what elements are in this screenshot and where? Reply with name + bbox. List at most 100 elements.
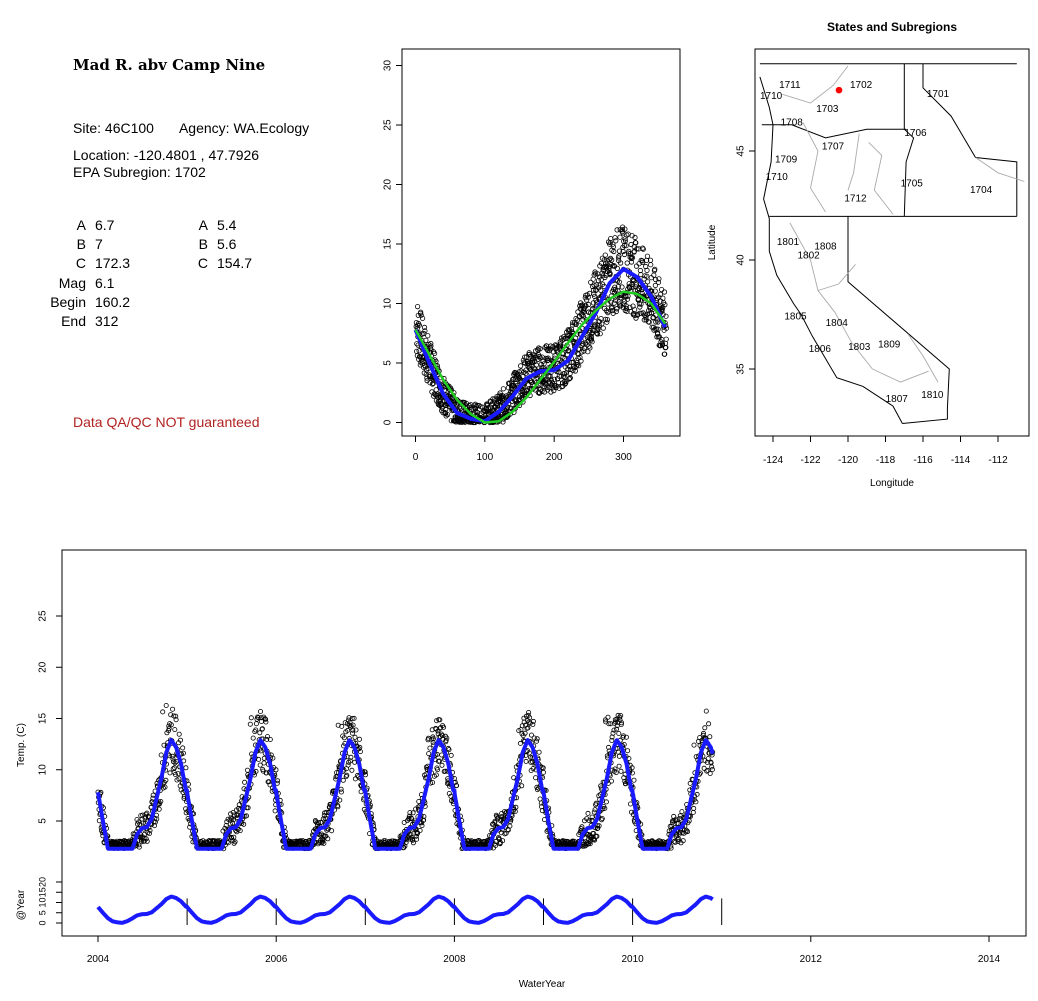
data-point	[492, 403, 499, 409]
data-point	[655, 326, 661, 332]
data-point	[422, 328, 428, 334]
data-point	[176, 731, 182, 737]
region-label: 1706	[904, 128, 927, 139]
region-label: 1803	[848, 342, 871, 353]
data-point	[629, 770, 635, 776]
data-point	[589, 330, 595, 337]
data-point	[679, 809, 685, 815]
data-point	[255, 714, 261, 720]
subregion-border	[868, 141, 894, 215]
data-point	[410, 840, 416, 846]
data-point	[610, 730, 616, 736]
data-point	[625, 293, 631, 299]
data-point	[607, 270, 613, 277]
data-point	[618, 295, 625, 301]
state-border	[847, 216, 950, 424]
data-point	[613, 238, 619, 244]
data-point	[693, 799, 699, 805]
data-point	[606, 744, 612, 750]
timeseries-x-label: WaterYear	[519, 979, 566, 990]
data-point	[583, 297, 590, 303]
region-label: 1802	[798, 250, 821, 261]
data-point	[537, 346, 543, 352]
y-tick-label: 10	[383, 298, 394, 310]
data-point	[519, 783, 525, 789]
data-point	[608, 299, 614, 305]
data-point	[612, 287, 619, 293]
lat-tick-label: 45	[736, 145, 747, 157]
data-point	[621, 733, 627, 739]
data-point	[644, 267, 650, 273]
data-point	[503, 408, 509, 414]
data-point	[675, 837, 681, 843]
data-point	[614, 265, 620, 271]
data-point	[615, 255, 622, 261]
data-point	[590, 287, 597, 293]
data-point	[270, 755, 276, 761]
data-point	[403, 840, 409, 846]
data-point	[345, 762, 351, 768]
data-point	[602, 316, 609, 322]
data-point	[609, 257, 615, 263]
data-point	[614, 227, 620, 233]
data-point	[474, 402, 480, 409]
data-point	[634, 246, 640, 252]
data-point	[340, 777, 346, 783]
data-point	[702, 725, 708, 731]
data-point	[620, 248, 626, 255]
region-label: 1805	[784, 311, 807, 322]
data-point	[500, 838, 506, 844]
data-point	[706, 721, 712, 727]
data-point	[523, 758, 529, 764]
data-point	[180, 745, 186, 751]
data-point	[444, 411, 451, 418]
data-point	[629, 765, 635, 771]
y-tick-label: 0	[383, 419, 394, 425]
data-point	[170, 706, 176, 712]
data-point	[337, 797, 343, 803]
data-point	[616, 763, 622, 769]
data-point	[655, 319, 661, 325]
data-point	[171, 713, 177, 719]
data-point	[259, 726, 265, 732]
region-label: 1701	[927, 89, 950, 100]
data-point	[619, 227, 626, 233]
data-point	[687, 780, 693, 786]
data-point	[611, 262, 617, 269]
data-point	[599, 816, 605, 822]
state-border	[903, 63, 915, 217]
data-point	[154, 816, 160, 822]
data-point	[663, 344, 669, 351]
lon-tick-label: -112	[988, 455, 1008, 466]
data-point	[606, 721, 612, 727]
data-point	[443, 413, 449, 419]
param-row: C 154.7	[197, 255, 253, 272]
data-point	[446, 791, 452, 797]
temp-tick-label: 15	[38, 713, 49, 725]
map-x-label: Longitude	[870, 478, 914, 489]
data-point	[338, 789, 344, 795]
data-point	[566, 347, 572, 353]
data-point	[661, 289, 668, 295]
params-right: A 5.4 B 5.6 C 154.7	[164, 216, 252, 274]
subregion-value: 1702	[174, 164, 206, 180]
data-point	[247, 721, 253, 727]
map-title: States and Subregions	[827, 20, 957, 34]
data-point	[414, 836, 420, 842]
data-point	[534, 736, 540, 742]
lat-tick-label: 40	[736, 254, 747, 266]
data-point	[494, 813, 500, 819]
agency-value: WA.Ecology	[233, 120, 310, 136]
data-point	[335, 804, 341, 810]
yearly-fit-line	[96, 894, 715, 925]
data-point	[156, 806, 162, 812]
data-point	[591, 809, 597, 815]
data-point	[612, 284, 618, 290]
data-point	[163, 777, 169, 783]
data-point	[632, 234, 638, 241]
data-point	[655, 331, 661, 337]
data-point	[537, 796, 543, 802]
data-point	[253, 727, 259, 733]
data-point	[136, 842, 142, 848]
